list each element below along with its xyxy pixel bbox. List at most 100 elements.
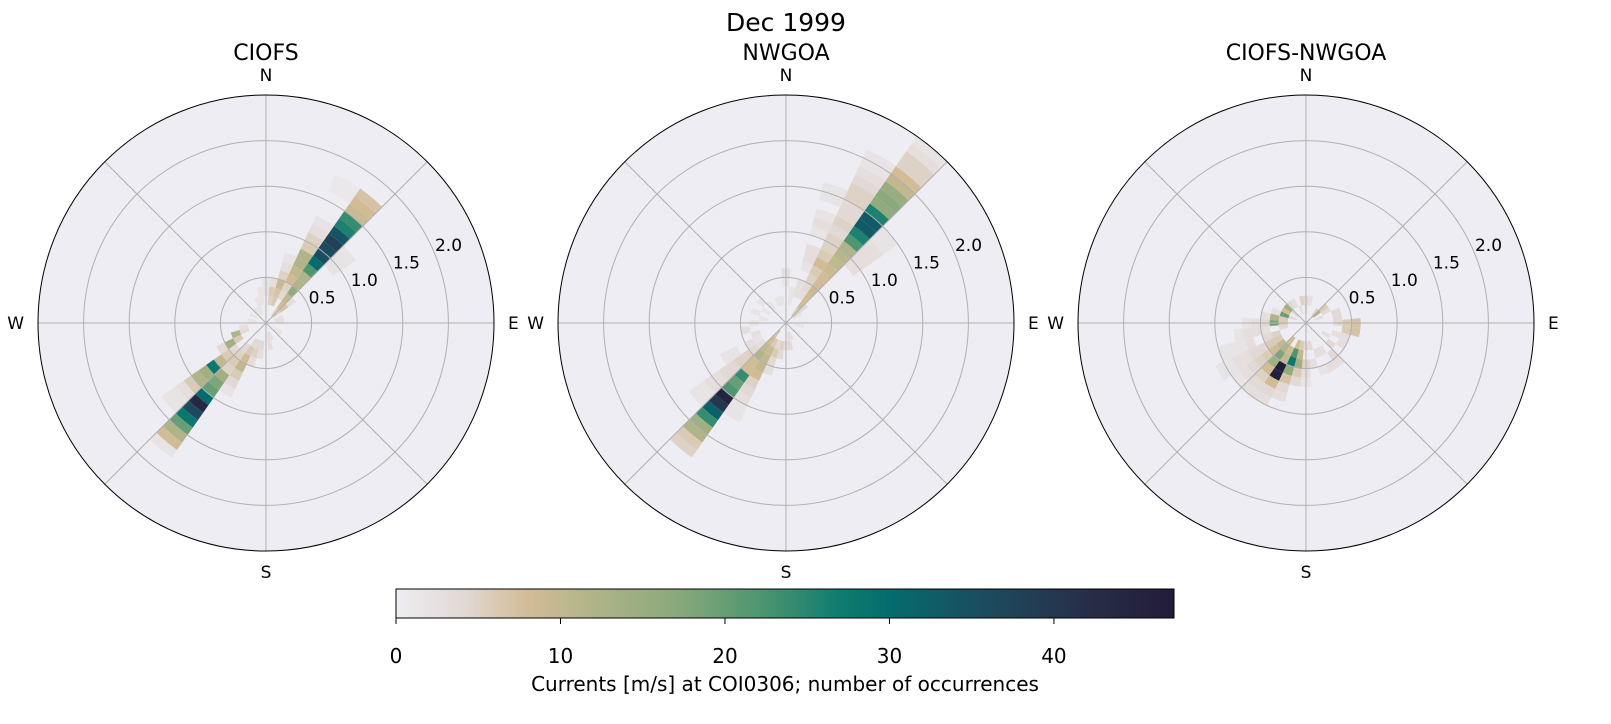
histogram-cell	[229, 367, 243, 381]
histogram-cell	[1278, 315, 1289, 322]
histogram-cell	[1241, 381, 1259, 398]
histogram-cell	[1294, 339, 1302, 350]
colorbar-tick-label: 30	[877, 644, 902, 668]
histogram-cell	[796, 300, 806, 311]
histogram-cell	[804, 243, 821, 257]
radial-tick-label: 1.5	[393, 254, 420, 274]
histogram-cell	[1269, 367, 1283, 381]
histogram-cell	[273, 326, 283, 334]
histogram-cell	[254, 339, 262, 350]
histogram-cell	[770, 337, 779, 348]
histogram-cell	[895, 158, 928, 188]
histogram-cell	[249, 312, 259, 320]
histogram-cell	[258, 340, 265, 351]
histogram-cell	[272, 328, 281, 336]
histogram-cell	[1339, 332, 1351, 343]
angular-gridline	[265, 322, 428, 485]
histogram-cell	[800, 261, 813, 274]
polar-frame	[557, 94, 1015, 552]
histogram-cell	[723, 405, 744, 423]
histogram-cell	[847, 182, 875, 204]
histogram-cell	[1260, 326, 1271, 335]
histogram-cell	[245, 345, 255, 357]
histogram-cell	[1279, 372, 1292, 385]
histogram-cell	[761, 307, 772, 316]
histogram-cell	[1233, 328, 1245, 342]
histogram-cell	[1294, 358, 1303, 369]
compass-label-e: E	[1028, 314, 1039, 334]
histogram-cell	[749, 367, 763, 381]
angular-gridline	[265, 161, 428, 324]
histogram-cell	[270, 296, 278, 307]
angular-gridline	[1305, 322, 1468, 485]
histogram-cell	[802, 252, 817, 266]
histogram-cell	[1332, 313, 1343, 321]
histogram-cell	[1307, 340, 1314, 351]
histogram-cell	[1231, 370, 1248, 388]
histogram-cell	[859, 210, 883, 233]
histogram-cell	[207, 374, 225, 391]
histogram-cell	[308, 223, 329, 241]
histogram-cell	[1217, 344, 1232, 362]
histogram-cell	[773, 329, 781, 338]
histogram-cell	[1320, 330, 1331, 339]
histogram-cell	[183, 375, 202, 394]
histogram-cell	[1226, 341, 1240, 358]
polar-panel-ciofs-minus-nwgoa: 0.5 1.0 1.5 2.0 N S E W	[1047, 66, 1559, 583]
histogram-cell	[833, 248, 851, 265]
histogram-cell	[880, 181, 909, 207]
histogram-cell	[324, 258, 341, 276]
histogram-cell	[816, 248, 834, 264]
compass-label-n: N	[260, 66, 273, 86]
histogram-cell	[1307, 295, 1314, 306]
radial-tick-label: 2.0	[1475, 236, 1502, 256]
histogram-cell	[318, 240, 337, 259]
histogram-cell	[195, 387, 214, 406]
histogram-cell	[175, 406, 198, 428]
histogram-cell	[765, 345, 775, 357]
histogram-cell	[1231, 353, 1247, 371]
angular-gridline	[1305, 161, 1468, 324]
histogram-cell	[224, 375, 240, 390]
histogram-cell	[327, 182, 355, 204]
histogram-cell	[788, 286, 796, 297]
histogram-cell	[695, 406, 718, 428]
histogram-cell	[247, 318, 258, 323]
histogram-cell	[793, 312, 803, 320]
histogram-cell	[756, 338, 767, 349]
histogram-cell	[719, 349, 734, 365]
histogram-cell	[344, 203, 370, 227]
histogram-cell	[339, 210, 363, 233]
histogram-cell	[1313, 347, 1322, 359]
compass-label-w: W	[1047, 314, 1064, 334]
histogram-cell	[230, 330, 242, 339]
histogram-cell	[787, 340, 794, 351]
histogram-cell	[756, 297, 767, 308]
histogram-cell	[676, 426, 703, 451]
polar-frame	[37, 94, 495, 552]
histogram-cell	[859, 157, 891, 182]
histogram-cell	[856, 245, 876, 266]
histogram-cell	[330, 252, 349, 271]
histogram-cell	[169, 413, 193, 436]
histogram-cell	[292, 256, 308, 271]
histogram-cell	[188, 393, 209, 413]
histogram-cell	[689, 413, 713, 436]
histogram-cell	[795, 278, 806, 290]
histogram-cell	[874, 188, 903, 214]
histogram-cell	[827, 255, 845, 272]
histogram-cell	[1239, 349, 1254, 365]
histogram-cell	[1290, 298, 1299, 309]
histogram-cell	[1283, 303, 1294, 313]
histogram-cell	[313, 248, 331, 265]
histogram-cell	[797, 289, 807, 301]
histogram-cell	[1271, 389, 1288, 403]
histogram-cell	[1254, 368, 1270, 383]
histogram-cell	[855, 165, 886, 189]
radial-tick-label: 0.5	[829, 289, 856, 309]
histogram-cell	[1291, 310, 1300, 318]
compass-label-n: N	[1300, 66, 1313, 86]
histogram-cell	[766, 356, 777, 368]
histogram-cell	[268, 331, 274, 341]
histogram-cell	[1335, 338, 1348, 350]
